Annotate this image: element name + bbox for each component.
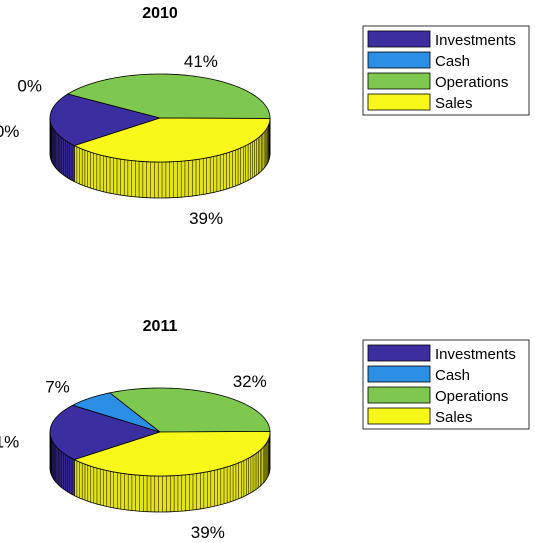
side-wall-investments: [49, 431, 75, 497]
pie-chart-2010-svg: 2010 20% 0% 41% 39% Investments Cash Operatio…: [0, 5, 530, 228]
legend-label-operations: Operations: [435, 388, 508, 405]
legend-label-investments: Investments: [435, 32, 516, 49]
legend-swatch-cash: [367, 365, 431, 383]
pie-slice-sales: [73, 117, 271, 163]
legend-label-operations: Operations: [435, 74, 508, 91]
pct-label-cash: 7%: [45, 377, 70, 396]
pct-label-operations: 41%: [184, 52, 218, 71]
pie-chart-2011: 2011 21% 7% 32% 39% Investments Cash Operatio…: [0, 272, 535, 543]
pie-slice-investments: [49, 93, 162, 147]
legend-swatch-cash: [367, 51, 431, 69]
legend-swatch-sales: [367, 407, 431, 425]
pie-slice-sales: [73, 431, 271, 477]
chart-title: 2010: [142, 5, 178, 22]
pie-2010: 20% 0% 41% 39%: [0, 52, 271, 228]
pie-chart-2011-svg: 2011 21% 7% 32% 39% Investments Cash Operatio…: [0, 318, 530, 542]
pie-slice-investments: [49, 404, 162, 461]
pie-slice-cash: [71, 392, 161, 433]
pie-slice-operations: [108, 387, 271, 433]
pct-label-sales: 39%: [191, 523, 225, 542]
pct-label-cash: 0%: [17, 77, 42, 96]
legend-label-sales: Sales: [435, 95, 473, 112]
legend-swatch-investments: [367, 344, 431, 362]
chart-title: 2011: [143, 318, 178, 335]
pct-label-sales: 39%: [189, 209, 223, 228]
side-wall-investments: [49, 117, 75, 183]
pct-label-investments: 20%: [0, 122, 19, 141]
legend-swatch-sales: [367, 93, 431, 111]
legend-label-sales: Sales: [435, 409, 473, 426]
legend-swatch-investments: [367, 30, 431, 48]
legend-label-investments: Investments: [435, 346, 516, 363]
pie-chart-2010: 2010 20% 0% 41% 39% Investments Cash Operatio…: [0, 0, 535, 271]
legend-2010: Investments Cash Operations Sales: [362, 25, 530, 116]
pie-2011: 21% 7% 32% 39%: [0, 372, 271, 542]
legend-label-cash: Cash: [435, 367, 470, 384]
legend-2011: Investments Cash Operations Sales: [362, 339, 530, 430]
pct-label-operations: 32%: [233, 372, 267, 391]
pct-label-investments: 21%: [0, 432, 19, 451]
legend-label-cash: Cash: [435, 53, 470, 70]
legend-swatch-operations: [367, 386, 431, 404]
pie-slice-operations: [66, 73, 271, 119]
legend-swatch-operations: [367, 72, 431, 90]
